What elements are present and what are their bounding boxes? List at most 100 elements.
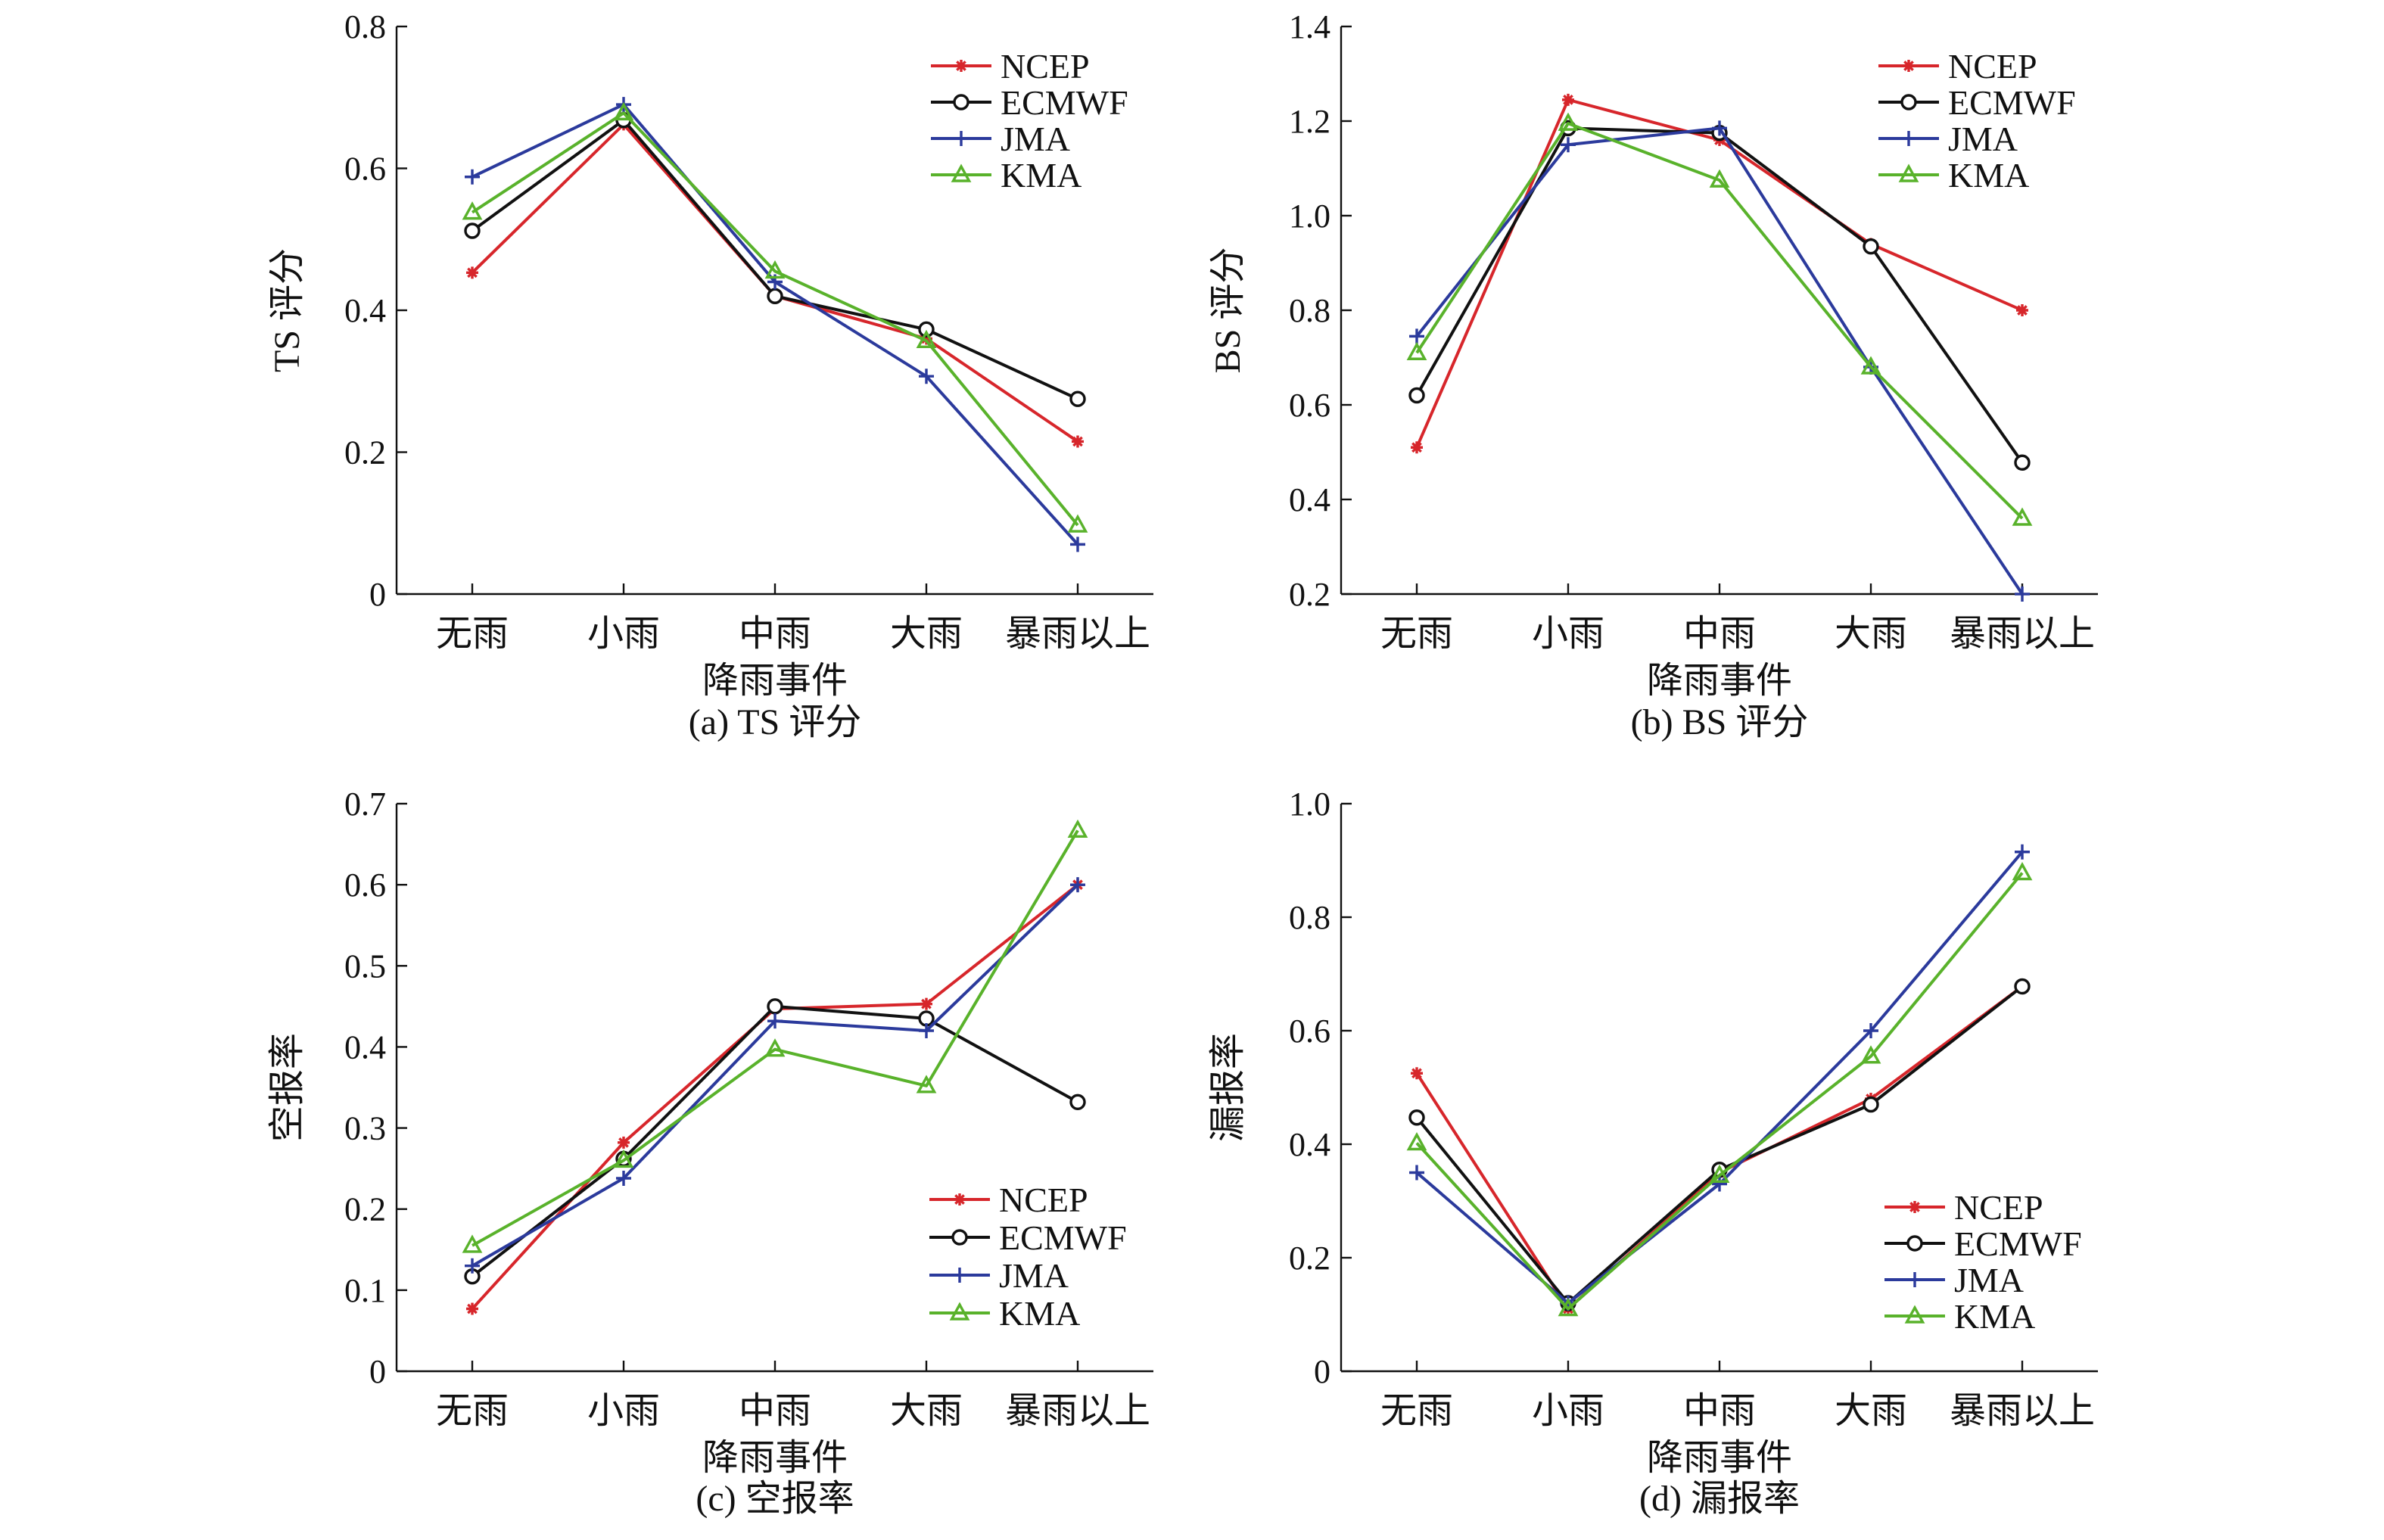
x-tick-label: 大雨: [1835, 614, 1907, 654]
data-point-ecmwf: [767, 288, 783, 304]
y-tick-label: 0.7: [344, 786, 386, 823]
legend-marker-kma: [949, 1302, 970, 1321]
y-tick-label: 0.6: [344, 866, 386, 904]
legend-marker-jma: [952, 1268, 967, 1283]
x-tick-label: 大雨: [1835, 1391, 1907, 1431]
y-axis-title: 漏报率: [1208, 1033, 1248, 1142]
data-point-kma: [916, 329, 937, 349]
legend-marker-ncep: [954, 1193, 966, 1206]
y-tick-label: 0: [369, 576, 386, 613]
data-point-ncep: [920, 997, 932, 1010]
data-point-kma: [1860, 356, 1881, 375]
x-axis-title: 降雨事件: [1647, 661, 1792, 701]
data-point-kma: [1709, 1164, 1730, 1183]
data-point-jma: [616, 1171, 631, 1186]
x-tick-label: 无雨: [436, 1391, 509, 1431]
series-line-ncep: [1415, 98, 2023, 449]
data-point-ecmwf: [1863, 1096, 1879, 1113]
data-point-ecmwf: [1069, 1094, 1086, 1110]
data-point-ncep: [1072, 435, 1084, 448]
data-point-kma: [2012, 861, 2033, 881]
data-point-jma: [2015, 844, 2030, 860]
legend-label-jma: JMA: [999, 1256, 1069, 1295]
y-tick-label: 0.6: [1289, 387, 1330, 424]
legend-marker-jma: [1907, 1272, 1922, 1287]
panel-caption: (c) 空报率: [696, 1479, 854, 1519]
data-point-ncep: [466, 266, 478, 279]
x-tick-label: 暴雨以上: [1950, 614, 2095, 654]
data-point-jma: [1070, 537, 1085, 552]
y-tick-label: 0.8: [1289, 292, 1330, 329]
data-point-jma: [767, 1013, 783, 1029]
panel-caption: (d) 漏报率: [1639, 1479, 1800, 1519]
data-point-ncep: [1411, 441, 1423, 454]
data-point-jma: [1712, 120, 1727, 136]
series-line-jma: [472, 103, 1079, 546]
legend-label-jma: JMA: [1001, 120, 1070, 158]
legend-label-ncep: NCEP: [999, 1181, 1088, 1219]
data-point-ncep: [1411, 1067, 1423, 1080]
legend-label-kma: KMA: [999, 1294, 1080, 1333]
legend-label-kma: KMA: [1954, 1297, 2035, 1336]
legend-label-ecmwf: ECMWF: [1954, 1224, 2082, 1263]
series-line-ncep: [471, 883, 1079, 1310]
data-point-kma: [1558, 112, 1579, 131]
legend-marker-kma: [1898, 163, 1919, 182]
data-point-ecmwf: [918, 321, 935, 338]
data-point-jma: [465, 169, 480, 185]
data-point-kma: [764, 1038, 786, 1057]
y-tick-label: 0.2: [344, 1191, 386, 1228]
y-tick-label: 1.2: [1289, 103, 1330, 140]
x-tick-label: 小雨: [1532, 1391, 1604, 1431]
x-tick-label: 无雨: [1380, 1391, 1453, 1431]
x-tick-label: 大雨: [890, 614, 963, 654]
y-tick-label: 0.6: [344, 151, 386, 188]
legend-label-jma: JMA: [1954, 1261, 2024, 1299]
legend-marker-jma: [954, 131, 969, 146]
data-point-jma: [1409, 328, 1424, 344]
y-tick-label: 0.4: [1289, 481, 1330, 518]
data-point-jma: [1863, 1023, 1878, 1038]
legend-label-ncep: NCEP: [1001, 47, 1090, 86]
data-point-ncep: [618, 1136, 630, 1149]
legend-marker-ecmwf: [1900, 94, 1917, 110]
x-tick-label: 无雨: [436, 614, 509, 654]
data-point-jma: [1409, 1165, 1424, 1181]
legend-label-ecmwf: ECMWF: [1948, 83, 2076, 122]
y-tick-label: 0.4: [344, 1028, 386, 1066]
legend-marker-ecmwf: [951, 1229, 968, 1246]
data-point-kma: [764, 260, 786, 279]
series-line-kma: [472, 829, 1079, 1247]
x-tick-label: 暴雨以上: [1005, 1391, 1150, 1431]
data-point-ecmwf: [1408, 1109, 1425, 1126]
series-line-ecmwf: [471, 118, 1078, 401]
x-tick-label: 中雨: [739, 614, 811, 654]
data-point-kma: [1558, 1297, 1579, 1317]
x-axis-title: 降雨事件: [702, 1438, 848, 1478]
x-axis-title: 降雨事件: [1647, 1438, 1792, 1478]
legend-marker-ecmwf: [1906, 1235, 1923, 1252]
series-line-ecmwf: [1415, 126, 2024, 464]
x-tick-label: 暴雨以上: [1950, 1391, 2095, 1431]
legend-label-kma: KMA: [1948, 156, 2029, 194]
x-tick-label: 小雨: [587, 614, 660, 654]
data-point-jma: [465, 1258, 480, 1274]
data-point-jma: [1561, 137, 1576, 153]
data-point-ecmwf: [2014, 978, 2031, 995]
data-point-kma: [1067, 819, 1088, 838]
data-point-kma: [1709, 169, 1730, 188]
legend-marker-kma: [951, 163, 972, 182]
x-tick-label: 暴雨以上: [1005, 614, 1150, 654]
legend-label-kma: KMA: [1001, 156, 1082, 194]
data-point-kma: [613, 101, 634, 121]
panel-caption: (a) TS 评分: [689, 702, 861, 742]
x-axis-title: 降雨事件: [702, 661, 848, 701]
data-point-ncep: [1562, 93, 1574, 106]
